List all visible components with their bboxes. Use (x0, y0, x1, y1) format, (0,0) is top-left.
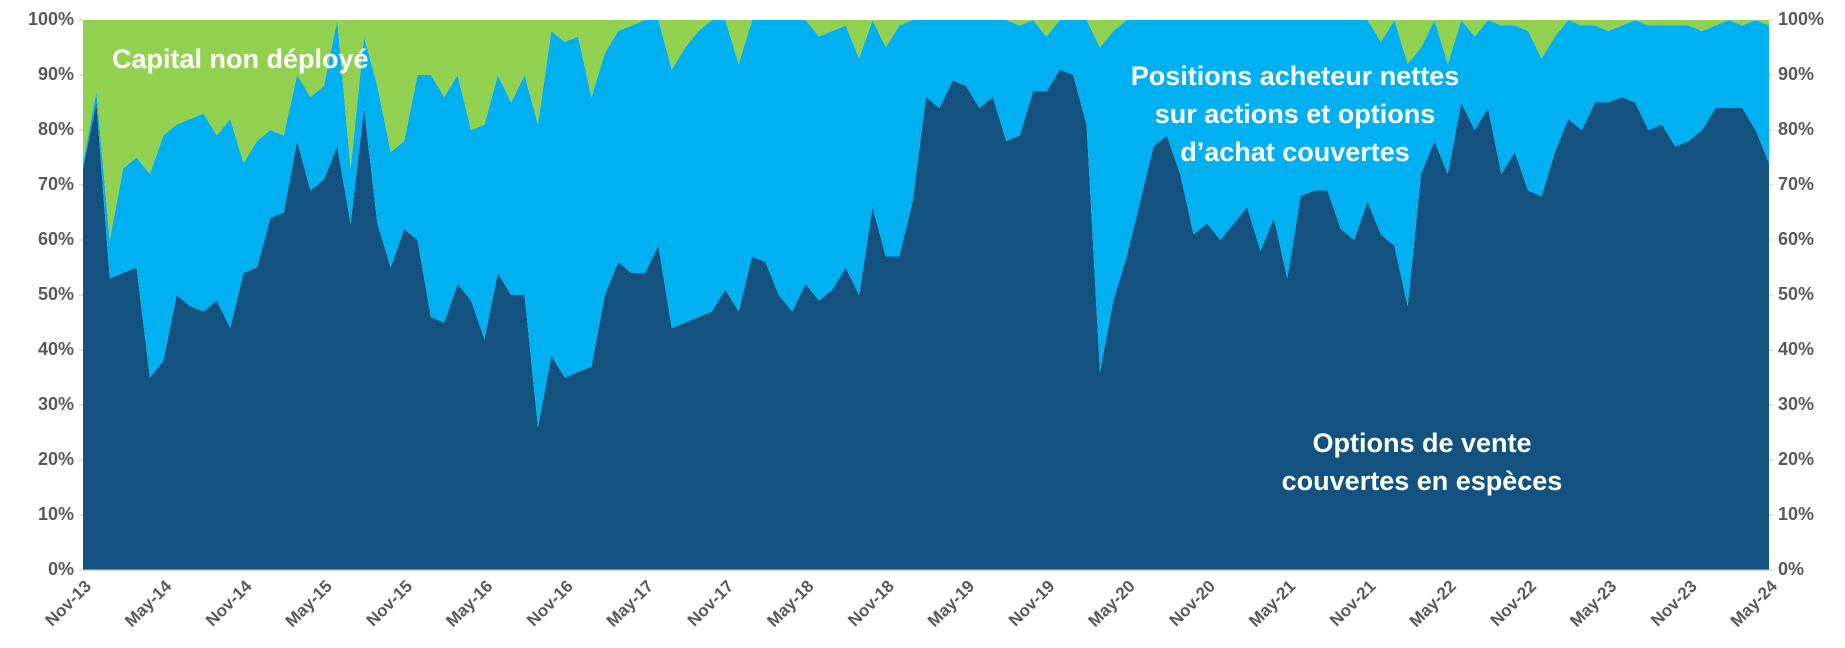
x-tick-label: Nov-17 (684, 577, 738, 631)
x-tick-label: May-21 (1245, 577, 1299, 631)
y-tick-label: 20% (38, 449, 74, 469)
y2-tick-label: 40% (1778, 339, 1814, 359)
x-tick-label: Nov-18 (844, 577, 898, 631)
y2-tick-label: 10% (1778, 504, 1814, 524)
x-tick-label: May-15 (282, 577, 336, 631)
x-tick-label: May-23 (1566, 577, 1620, 631)
y-tick-label: 0% (48, 559, 74, 579)
y-tick-label: 50% (38, 284, 74, 304)
x-tick-label: May-16 (442, 577, 496, 631)
annotation: Options de vente (1312, 428, 1531, 458)
x-tick-label: Nov-21 (1326, 577, 1380, 631)
y2-tick-label: 100% (1778, 9, 1824, 29)
x-tick-label: Nov-19 (1005, 577, 1059, 631)
x-tick-label: Nov-16 (523, 577, 577, 631)
x-tick-label: May-19 (924, 577, 978, 631)
area-series (83, 20, 1769, 240)
y2-tick-label: 20% (1778, 449, 1814, 469)
x-tick-label: Nov-23 (1647, 577, 1701, 631)
y2-tick-label: 0% (1778, 559, 1804, 579)
x-tick-label: Nov-15 (363, 577, 417, 631)
y-tick-label: 40% (38, 339, 74, 359)
x-tick-label: Nov-22 (1487, 577, 1541, 631)
x-tick-label: May-18 (763, 577, 817, 631)
area-series (83, 69, 1769, 570)
x-tick-label: Nov-13 (41, 577, 95, 631)
y-tick-label: 30% (38, 394, 74, 414)
x-tick-label: May-17 (603, 577, 657, 631)
area-series (83, 20, 1769, 427)
annotation: Capital non déployé (112, 44, 369, 74)
y2-tick-label: 50% (1778, 284, 1814, 304)
y2-tick-label: 60% (1778, 229, 1814, 249)
y-tick-label: 70% (38, 174, 74, 194)
annotation: couvertes en espèces (1282, 466, 1563, 496)
x-tick-label: May-20 (1085, 577, 1139, 631)
y2-tick-label: 30% (1778, 394, 1814, 414)
annotation: d’achat couvertes (1180, 137, 1410, 167)
y2-tick-label: 90% (1778, 64, 1814, 84)
y-tick-label: 60% (38, 229, 74, 249)
y2-tick-label: 80% (1778, 119, 1814, 139)
y-tick-label: 80% (38, 119, 74, 139)
x-tick-label: May-14 (121, 576, 176, 631)
annotation: sur actions et options (1155, 99, 1436, 129)
annotation: Positions acheteur nettes (1131, 61, 1460, 91)
y2-tick-label: 70% (1778, 174, 1814, 194)
x-tick-label: Nov-14 (202, 576, 256, 630)
y-tick-label: 100% (28, 9, 74, 29)
x-tick-label: Nov-20 (1165, 577, 1219, 631)
y-tick-label: 10% (38, 504, 74, 524)
y-tick-label: 90% (38, 64, 74, 84)
x-tick-label: May-22 (1406, 577, 1460, 631)
x-tick-label: May-24 (1727, 576, 1782, 631)
